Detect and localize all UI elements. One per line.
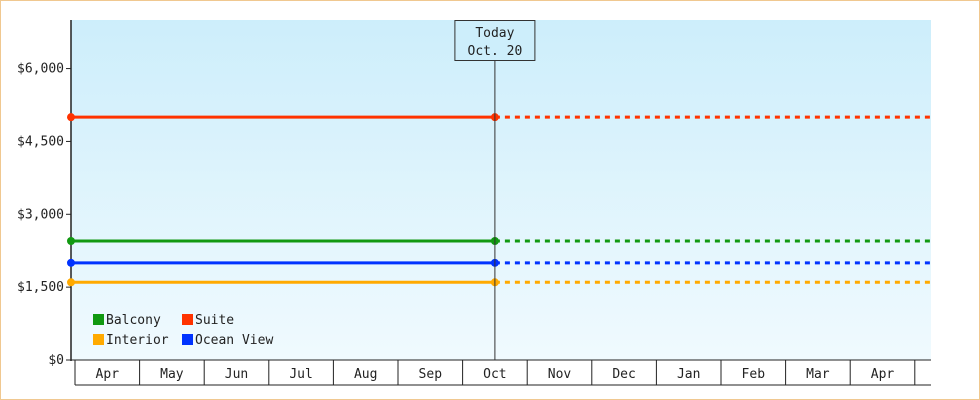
series-point (67, 258, 75, 267)
series-lines (67, 113, 931, 287)
x-tick-label: Jan (677, 367, 700, 382)
y-tick-label: $6,000 (17, 62, 64, 77)
y-tick-label: $3,000 (17, 207, 64, 222)
y-axis: $0 $1,500 $3,000 $4,500 $6,000 (17, 20, 72, 368)
y-tick-label: $0 (48, 353, 64, 368)
legend-label: Interior (106, 333, 169, 348)
x-tick-label: Apr (96, 367, 120, 382)
x-axis: Apr May Jun Jul Aug Sep Oct Nov Dec Jan Feb Mar Apr (71, 359, 931, 386)
series-point (67, 237, 75, 245)
y-tick-label: $4,500 (17, 134, 64, 149)
x-tick-label: May (160, 367, 184, 382)
today-date: Oct. 20 (468, 44, 523, 59)
x-tick-label: Jun (225, 367, 248, 382)
x-tick-label: Nov (548, 367, 572, 382)
legend-swatch (182, 334, 193, 345)
today-label: Today (475, 26, 514, 41)
x-tick-label: Feb (742, 367, 766, 382)
legend-swatch (93, 334, 104, 345)
legend-label: Suite (195, 313, 234, 328)
legend-label: Ocean View (195, 333, 273, 348)
x-tick-label: Jul (289, 367, 312, 382)
legend: Balcony Suite Interior Ocean View (93, 313, 273, 348)
legend-swatch (93, 314, 104, 325)
x-tick-label: Mar (806, 367, 830, 382)
plot-background (71, 20, 931, 360)
today-marker: Today Oct. 20 (454, 20, 536, 360)
today-box (454, 20, 536, 61)
series-point (67, 113, 75, 122)
x-tick-label: Oct (483, 367, 506, 382)
x-tick-label: Sep (419, 367, 443, 382)
legend-swatch (182, 314, 193, 325)
series-point (67, 278, 75, 287)
legend-label: Balcony (106, 313, 161, 328)
x-tick-label: Aug (354, 367, 377, 382)
x-tick-label: Apr (871, 367, 895, 382)
y-tick-label: $1,500 (17, 280, 64, 295)
x-tick-label: Dec (612, 367, 635, 382)
